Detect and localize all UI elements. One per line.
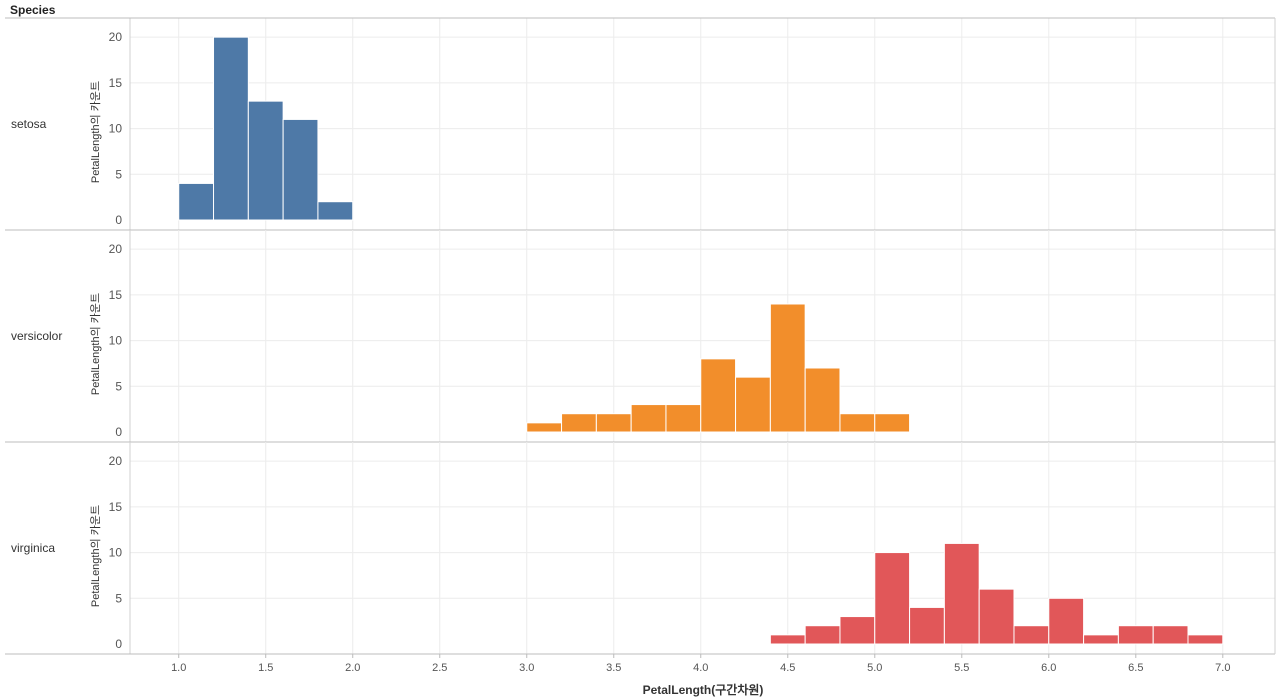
facet-versicolor: 0 5 10 15 20 versicolor PetalLength의 카운트 (5, 230, 1275, 443)
x-axis-title: PetalLength(구간차원) (643, 682, 764, 697)
histogram-bar (247, 100, 284, 221)
x-tick-label: 5.0 (867, 662, 882, 674)
histogram-bar (839, 413, 876, 433)
x-tick-label: 1.5 (258, 662, 273, 674)
x-tick-label: 1.0 (171, 662, 186, 674)
facet-label: virginica (11, 541, 55, 555)
histogram-bar (978, 588, 1015, 645)
y-tick-label: 0 (115, 425, 122, 439)
y-tick-label: 0 (115, 637, 122, 651)
x-tick-label: 7.0 (1215, 662, 1230, 674)
histogram-bar (1117, 625, 1154, 645)
y-tick-label: 20 (109, 242, 123, 256)
x-tick-label: 5.5 (954, 662, 969, 674)
y-tick-label: 10 (109, 334, 123, 348)
histogram-bar (804, 625, 841, 645)
x-tick-label: 6.5 (1128, 662, 1143, 674)
histogram-bar (804, 367, 841, 433)
x-tick-label: 6.0 (1041, 662, 1056, 674)
histogram-bar (317, 201, 354, 221)
facet-setosa: 0 5 10 15 20 setosa PetalLength의 카운트 (5, 18, 1275, 231)
x-tick-label: 4.0 (693, 662, 708, 674)
y-tick-label: 10 (109, 122, 123, 136)
y-tick-label: 20 (109, 30, 123, 44)
y-tick-label: 15 (109, 500, 123, 514)
histogram-bar (874, 552, 911, 645)
histogram-bar (665, 404, 702, 433)
histogram-bar (769, 303, 806, 433)
histogram-bar (526, 422, 563, 433)
histogram-bar (1013, 625, 1050, 645)
facet-virginica: 0 5 10 15 20 virginica PetalLength의 카운트 (5, 442, 1275, 655)
x-tick-label: 2.5 (432, 662, 447, 674)
y-axis-title: PetalLength의 카운트 (89, 505, 102, 607)
y-tick-label: 5 (115, 167, 122, 181)
histogram-bar (735, 376, 771, 433)
y-axis-title: PetalLength의 카운트 (89, 293, 102, 395)
y-tick-label: 10 (109, 546, 123, 560)
histogram-bar (874, 413, 911, 433)
histogram-bar (282, 118, 319, 221)
y-axis-title: PetalLength의 카운트 (89, 81, 102, 183)
histogram-bar (769, 634, 806, 645)
x-axis: 1.0 1.5 2.0 2.5 3.0 3.5 4.0 4.5 5.0 5.5 6.0 6.5 7.0 (171, 654, 1230, 674)
histogram-bar (1152, 625, 1189, 645)
y-tick-label: 5 (115, 379, 122, 393)
x-tick-label: 3.0 (519, 662, 534, 674)
histogram-bar (700, 358, 737, 433)
y-tick-label: 15 (109, 76, 123, 90)
histogram-bar (1083, 634, 1119, 645)
histogram-bar (943, 542, 980, 645)
facet-label: setosa (11, 117, 47, 131)
histogram-bar (839, 616, 876, 645)
y-tick-label: 15 (109, 288, 123, 302)
y-tick-label: 5 (115, 591, 122, 605)
x-tick-label: 2.0 (345, 662, 360, 674)
histogram-bar (1187, 634, 1224, 645)
histogram-bar (213, 36, 249, 221)
histogram-bar (178, 182, 215, 221)
histogram-bar (1048, 597, 1085, 645)
x-tick-label: 3.5 (606, 662, 621, 674)
facet-header-title: Species (10, 3, 56, 17)
histogram-bar (909, 606, 945, 645)
histogram-bar (561, 413, 597, 433)
facet-label: versicolor (11, 329, 62, 343)
x-tick-label: 4.5 (780, 662, 795, 674)
histogram-bar (630, 404, 667, 433)
y-tick-label: 0 (115, 213, 122, 227)
histogram-bar (595, 413, 632, 433)
y-tick-label: 20 (109, 454, 123, 468)
facet-panels: 0 5 10 15 20 setosa PetalLength의 카운트 0 5 10 15 20 ve… (5, 17, 1276, 655)
